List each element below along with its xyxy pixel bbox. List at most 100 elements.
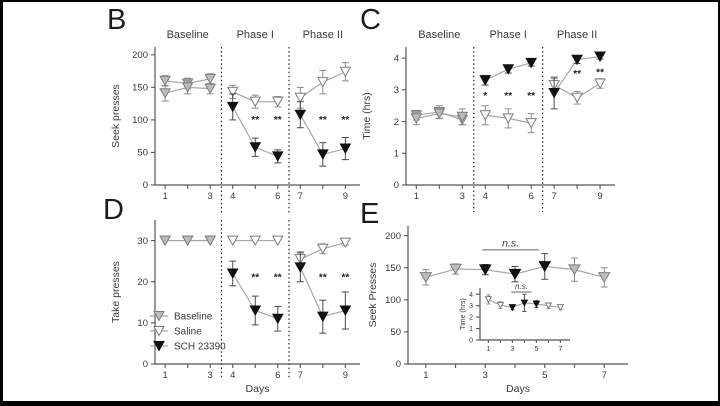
series-4 — [226, 93, 284, 164]
svg-text:SCH 23390: SCH 23390 — [174, 342, 226, 353]
svg-text:7: 7 — [298, 191, 303, 202]
svg-text:**: ** — [527, 91, 535, 102]
svg-text:**: ** — [274, 115, 282, 126]
axes: 0 10 20 30 1 3 4 6 7 9 Take presses Days — [110, 220, 360, 395]
svg-text:Phase II: Phase II — [303, 29, 343, 41]
svg-text:1: 1 — [162, 191, 167, 202]
panel-e-label: E — [360, 198, 380, 230]
svg-text:**: ** — [274, 273, 282, 284]
svg-text:100: 100 — [385, 295, 401, 306]
svg-text:0: 0 — [396, 359, 401, 370]
svg-text:3: 3 — [208, 191, 213, 202]
phase-labels: Baseline Phase I Phase II — [418, 29, 597, 41]
svg-text:**: ** — [596, 67, 604, 78]
svg-text:Phase I: Phase I — [490, 29, 527, 41]
svg-text:Seek Presses: Seek Presses — [367, 263, 379, 328]
svg-text:9: 9 — [343, 370, 348, 381]
svg-text:Phase II: Phase II — [557, 29, 597, 41]
svg-text:4: 4 — [230, 191, 235, 202]
panel-d-chart: 0 10 20 30 1 3 4 6 7 9 Take presses Days ** ** ** ** Bas… — [110, 220, 360, 395]
svg-text:9: 9 — [597, 191, 602, 202]
significance-markers: ** ** ** ** — [251, 115, 349, 126]
svg-text:3: 3 — [394, 85, 399, 96]
axes: 0 1 2 3 4 1 3 4 6 7 9 Time (hrs) — [361, 47, 615, 202]
svg-text:9: 9 — [343, 191, 348, 202]
svg-text:6: 6 — [275, 370, 280, 381]
svg-text:**: ** — [341, 273, 349, 284]
svg-text:4: 4 — [483, 191, 488, 202]
svg-text:50: 50 — [390, 327, 401, 338]
svg-text:1: 1 — [162, 370, 167, 381]
series-1 — [159, 235, 217, 247]
svg-text:**: ** — [251, 273, 259, 284]
panel-b-chart: Baseline Phase I Phase II 0 50 100 150 200 1 3 4 6 7… — [110, 29, 360, 214]
svg-text:3: 3 — [208, 370, 213, 381]
svg-text:**: ** — [251, 115, 259, 126]
axes: 0 50 100 150 200 1 3 4 6 7 9 Seek presses — [110, 47, 360, 202]
svg-text:**: ** — [573, 69, 581, 80]
svg-text:**: ** — [319, 273, 327, 284]
panel-e-inset-chart: 0 1 2 3 4 1 3 5 7 Time (hrs) n.s. — [460, 282, 570, 353]
svg-text:7: 7 — [298, 370, 303, 381]
series-5 — [548, 51, 606, 110]
series-3 — [294, 237, 352, 267]
svg-text:3: 3 — [469, 303, 473, 310]
series-1 — [159, 80, 217, 102]
series-3 — [294, 62, 352, 109]
panel-d-label: D — [103, 194, 124, 226]
svg-text:30: 30 — [137, 236, 148, 247]
svg-text:200: 200 — [385, 231, 401, 242]
ns-annotations: n.s. — [511, 282, 532, 293]
svg-text:2: 2 — [394, 117, 399, 128]
series-2 — [226, 235, 284, 247]
svg-text:0: 0 — [394, 180, 399, 191]
svg-text:5: 5 — [542, 370, 547, 381]
svg-text:4: 4 — [394, 53, 399, 64]
svg-text:**: ** — [319, 115, 327, 126]
significance-markers: * ** **** ** — [483, 67, 604, 102]
svg-text:7: 7 — [558, 346, 562, 353]
svg-text:Saline: Saline — [174, 327, 202, 338]
svg-text:4: 4 — [469, 292, 473, 299]
svg-text:Baseline: Baseline — [167, 29, 209, 41]
svg-text:Baseline: Baseline — [174, 312, 213, 323]
svg-text:1: 1 — [394, 148, 399, 159]
phase-dividers — [220, 47, 290, 214]
ns-annotations: n.s. — [482, 238, 539, 251]
series-4 — [226, 260, 284, 332]
series-2 — [479, 105, 538, 134]
svg-text:Days: Days — [506, 383, 530, 395]
significance-markers: ** ** ** ** — [251, 273, 349, 284]
svg-text:7: 7 — [551, 191, 556, 202]
svg-text:Seek presses: Seek presses — [110, 84, 122, 148]
svg-text:3: 3 — [510, 346, 514, 353]
svg-text:Days: Days — [246, 383, 270, 395]
svg-text:0: 0 — [469, 338, 473, 345]
svg-text:0: 0 — [143, 180, 148, 191]
svg-text:Phase I: Phase I — [237, 29, 274, 41]
svg-text:6: 6 — [275, 191, 280, 202]
svg-text:4: 4 — [230, 370, 235, 381]
svg-text:50: 50 — [137, 148, 148, 159]
svg-text:150: 150 — [385, 263, 401, 274]
svg-text:1: 1 — [414, 191, 419, 202]
panel-b-label: B — [107, 4, 127, 36]
svg-text:Baseline: Baseline — [418, 29, 460, 41]
series-4 — [479, 57, 538, 86]
axes: 0 1 2 3 4 1 3 5 7 Time (hrs) — [460, 288, 570, 353]
series-5 — [294, 101, 352, 167]
svg-text:7: 7 — [602, 370, 607, 381]
svg-text:3: 3 — [483, 370, 488, 381]
svg-text:Time (hrs): Time (hrs) — [460, 298, 467, 330]
svg-text:6: 6 — [529, 191, 534, 202]
svg-text:10: 10 — [137, 318, 148, 329]
panel-c-label: C — [360, 4, 381, 36]
legend: Baseline Saline SCH 23390 — [150, 311, 226, 353]
series-1 — [410, 108, 469, 126]
svg-text:*: * — [483, 91, 487, 102]
series-0 — [419, 253, 611, 288]
svg-text:Time (hrs): Time (hrs) — [361, 92, 373, 139]
svg-text:Take presses: Take presses — [110, 261, 122, 323]
